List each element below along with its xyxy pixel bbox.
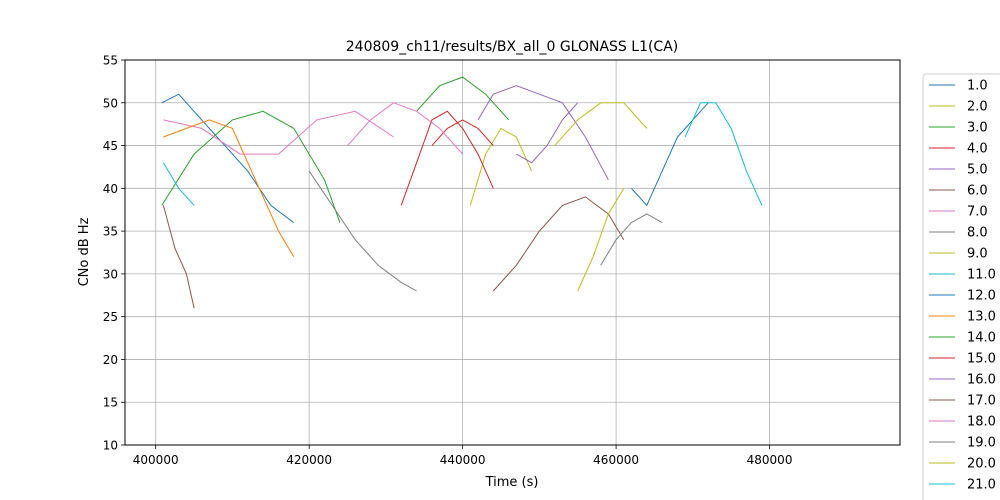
x-tick-label: 440000 bbox=[440, 453, 486, 467]
legend-label: 8.0 bbox=[967, 226, 988, 241]
legend-frame bbox=[922, 73, 1000, 500]
y-tick-label: 40 bbox=[103, 182, 118, 196]
legend-label: 12.0 bbox=[967, 289, 996, 304]
y-tick-label: 55 bbox=[103, 54, 118, 68]
legend-label: 3.0 bbox=[967, 121, 988, 136]
series-line-20.0 bbox=[577, 188, 625, 292]
x-tick-label: 420000 bbox=[286, 453, 332, 467]
y-tick-label: 15 bbox=[103, 396, 118, 410]
y-tick-label: 10 bbox=[103, 439, 118, 453]
series-line-9.0 bbox=[554, 102, 648, 146]
series-line-19.0 bbox=[600, 213, 663, 266]
series-line-3.0 bbox=[161, 110, 341, 223]
x-tick-label: 460000 bbox=[593, 453, 639, 467]
series-line-7.0 bbox=[163, 110, 394, 155]
y-tick-label: 20 bbox=[103, 353, 118, 367]
series-line-4.0 bbox=[400, 110, 494, 206]
legend-label: 18.0 bbox=[967, 415, 996, 430]
legend-label: 5.0 bbox=[967, 163, 988, 178]
x-axis-ticks: 400000 420000 440000 460000 480000 bbox=[133, 445, 793, 467]
legend-label: 14.0 bbox=[967, 331, 996, 346]
legend-label: 4.0 bbox=[967, 142, 988, 157]
legend-label: 21.0 bbox=[967, 478, 996, 493]
series-lines bbox=[161, 76, 763, 309]
legend-label: 11.0 bbox=[967, 268, 996, 283]
x-axis-label: Time (s) bbox=[485, 475, 539, 490]
series-line-14.0 bbox=[416, 76, 510, 121]
legend-label: 15.0 bbox=[967, 352, 996, 367]
legend-label: 1.0 bbox=[967, 79, 988, 94]
series-line-21.0 bbox=[684, 102, 763, 206]
plot-frame bbox=[124, 59, 901, 446]
series-line-12.0 bbox=[631, 102, 709, 207]
series-line-1.0 bbox=[161, 93, 295, 224]
legend-label: 20.0 bbox=[967, 457, 996, 472]
legend: 1.0 2.0 3.0 4.0 5.0 6.0 7.0 8.0 9.0 11.0 12.0 13.0 1… bbox=[922, 73, 1000, 500]
series-line-5.0 bbox=[477, 85, 609, 181]
y-tick-label: 30 bbox=[103, 267, 118, 281]
legend-label: 6.0 bbox=[967, 184, 988, 199]
series-line-11.0 bbox=[162, 162, 195, 206]
legend-label: 9.0 bbox=[967, 247, 988, 262]
y-axis-ticks: 10 15 20 25 30 35 40 45 50 55 bbox=[103, 54, 125, 453]
series-line-18.0 bbox=[347, 102, 463, 155]
legend-label: 2.0 bbox=[967, 100, 988, 115]
series-line-8.0 bbox=[308, 170, 417, 292]
x-tick-label: 480000 bbox=[747, 453, 793, 467]
y-axis-label: CNo dB Hz bbox=[77, 217, 92, 286]
y-tick-label: 45 bbox=[103, 139, 118, 153]
legend-label: 16.0 bbox=[967, 373, 996, 388]
y-tick-label: 50 bbox=[103, 96, 118, 110]
series-line-15.0 bbox=[431, 119, 494, 146]
x-tick-label: 400000 bbox=[133, 453, 179, 467]
legend-label: 7.0 bbox=[967, 205, 988, 220]
legend-label: 13.0 bbox=[967, 310, 996, 325]
series-line-2.0 bbox=[469, 127, 533, 206]
y-tick-label: 25 bbox=[103, 310, 118, 324]
y-tick-label: 35 bbox=[103, 225, 118, 239]
chart-title: 240809_ch11/results/BX_all_0 GLONASS L1(… bbox=[346, 39, 679, 55]
series-line-6.0 bbox=[162, 205, 195, 309]
legend-label: 17.0 bbox=[967, 394, 996, 409]
legend-label: 19.0 bbox=[967, 436, 996, 451]
plot-area bbox=[125, 60, 900, 445]
series-line-13.0 bbox=[163, 119, 295, 258]
series-line-16.0 bbox=[516, 102, 579, 164]
